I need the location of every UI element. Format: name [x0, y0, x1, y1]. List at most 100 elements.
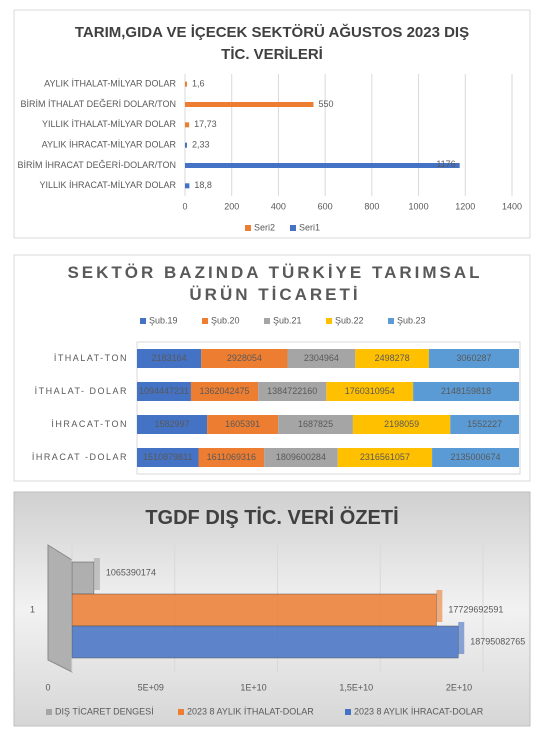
data-label: 18795082765	[470, 636, 525, 646]
legend-swatch	[264, 318, 270, 324]
legend-label: Şub.23	[397, 315, 426, 325]
data-label: 1384722160	[267, 386, 317, 396]
chart-title: SEKTÖR BAZINDA TÜRKİYE TARIMSAL ÜRÜN TİC…	[67, 263, 483, 304]
y-tick-label: BİRİM İTHALAT DEĞERİ DOLAR/TON	[20, 99, 176, 109]
y-tick-label: İTHALAT-TON	[54, 353, 128, 363]
y-tick-label: AYLIK İTHALAT-MİLYAR DOLAR	[44, 79, 176, 89]
data-label: 2135000674	[451, 452, 501, 462]
data-label: 2928054	[227, 353, 262, 363]
bar-segment	[137, 415, 208, 434]
legend-label: Seri1	[299, 222, 320, 232]
y-tick-label: AYLIK İHRACAT-MİLYAR DOLAR	[42, 140, 177, 150]
data-label: 1510879811	[143, 452, 192, 462]
y-tick-label: İHRACAT -DOLAR	[32, 452, 128, 462]
legend-swatch	[202, 318, 208, 324]
bar-side	[93, 558, 100, 590]
bar-segment	[198, 448, 265, 467]
bar-segment	[432, 448, 519, 467]
legend-label: Şub.21	[273, 315, 302, 325]
data-label: 17,73	[194, 119, 217, 129]
data-label: 2183164	[152, 353, 187, 363]
data-label: 1611069316	[207, 452, 256, 462]
data-label: 2198059	[384, 419, 419, 429]
legend-label: Şub.20	[211, 315, 240, 325]
legend-label: Şub.22	[335, 315, 364, 325]
x-tick-label: 400	[271, 201, 286, 211]
x-tick-label: 1E+10	[240, 682, 266, 692]
bar-segment	[337, 448, 433, 467]
data-label: 2316561057	[360, 452, 410, 462]
data-label: 1582997	[155, 419, 190, 429]
bar	[185, 81, 187, 87]
data-label: 1,6	[192, 79, 205, 89]
data-label: 2304964	[304, 353, 339, 363]
bar-segment	[190, 382, 259, 401]
bar-segment	[207, 415, 279, 434]
bar	[71, 593, 437, 627]
back-wall	[47, 544, 73, 673]
data-label: 550	[318, 99, 333, 109]
bar-segment	[278, 415, 353, 434]
y-tick-label: İHRACAT-TON	[51, 419, 128, 429]
bar	[71, 625, 459, 659]
data-label: 17729692591	[448, 604, 503, 614]
data-label: 1760310954	[345, 386, 395, 396]
bar	[185, 183, 190, 189]
data-label: 2148159818	[441, 386, 491, 396]
x-tick-label: 2E+10	[446, 682, 472, 692]
data-label: 2498278	[375, 353, 410, 363]
x-tick-label: 0	[45, 682, 50, 692]
legend-swatch	[326, 318, 332, 324]
x-tick-label: 5E+09	[138, 682, 164, 692]
y-tick-label: YILLIK İHRACAT-MİLYAR DOLAR	[39, 180, 176, 190]
chart-frame	[13, 9, 531, 239]
x-tick-label: 200	[224, 201, 239, 211]
legend-swatch	[388, 318, 394, 324]
legend-swatch	[178, 709, 184, 715]
x-tick-label: 1400	[502, 201, 522, 211]
x-tick-label: 800	[364, 201, 379, 211]
y-tick-label: İTHALAT- DOLAR	[35, 386, 128, 396]
x-tick-label: 1,5E+10	[339, 682, 373, 692]
bar	[185, 163, 460, 168]
x-tick-label: 1200	[455, 201, 475, 211]
bar-segment	[137, 349, 202, 368]
legend-label: Seri2	[254, 222, 275, 232]
bar-segment	[326, 382, 414, 401]
x-tick-label: 1000	[409, 201, 429, 211]
x-tick-label: 600	[318, 201, 333, 211]
y-tick-label: 1	[30, 604, 35, 614]
data-label: 1176	[436, 159, 455, 169]
bar-segment	[413, 382, 519, 401]
bar	[185, 142, 187, 148]
bar-side	[458, 622, 465, 654]
bar-segment	[450, 415, 519, 434]
legend-label: DIŞ TİCARET DENGESİ	[55, 706, 154, 716]
y-tick-label: BİRİM İHRACAT DEĞERİ-DOLAR/TON	[17, 160, 176, 170]
data-label: 2,33	[192, 140, 210, 150]
data-label: 1687825	[298, 419, 333, 429]
data-label: 1552227	[467, 419, 502, 429]
data-label: 1809600284	[276, 452, 326, 462]
bar-segment	[258, 382, 327, 401]
data-label: 1094447231	[139, 386, 189, 396]
data-label: 1605391	[225, 419, 260, 429]
data-label: 1362042475	[199, 386, 249, 396]
chart-title: TGDF DIŞ TİC. VERİ ÖZETİ	[145, 507, 399, 529]
y-tick-label: YILLIK İTHALAT-MİLYAR DOLAR	[42, 119, 177, 129]
bar-segment	[355, 349, 429, 368]
legend-swatch	[140, 318, 146, 324]
data-label: 3060287	[456, 353, 491, 363]
bar-segment	[201, 349, 288, 368]
bar-segment	[428, 349, 519, 368]
plot-frame	[136, 341, 521, 475]
legend-swatch	[290, 225, 296, 231]
bar-segment	[137, 382, 191, 401]
bar-segment	[137, 448, 199, 467]
legend-label: 2023 8 AYLIK İTHALAT-DOLAR	[187, 706, 314, 716]
bar-side	[436, 590, 443, 622]
bar-segment	[352, 415, 451, 434]
bar	[71, 561, 95, 595]
legend-label: 2023 8 AYLIK İHRACAT-DOLAR	[354, 706, 484, 716]
